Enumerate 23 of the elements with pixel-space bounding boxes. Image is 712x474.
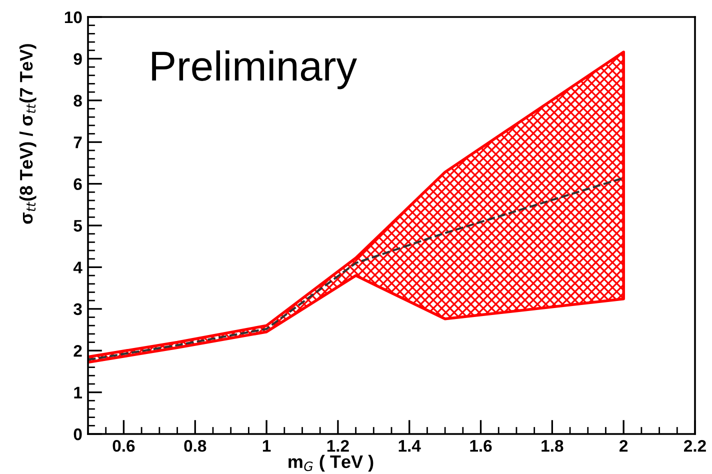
x-tick-label: 2 bbox=[620, 440, 628, 452]
y-tick-label: 8 bbox=[74, 94, 82, 107]
y-tick-label: 6 bbox=[74, 178, 82, 190]
y-axis-title: σ$_{tt}$(8 TeV) / σ$_{tt}$(7 TeV) bbox=[19, 44, 36, 224]
y-tick-label: 4 bbox=[73, 262, 82, 274]
x-tick-label: 1.8 bbox=[542, 440, 564, 452]
x-tick-label: 0.6 bbox=[112, 440, 135, 452]
x-tick-label: 0.8 bbox=[184, 440, 206, 452]
y-tick-label: 2 bbox=[74, 345, 82, 357]
x-tick-label: 1.4 bbox=[398, 440, 421, 452]
annotation: Preliminary bbox=[152, 50, 357, 90]
y-tick-label: 5 bbox=[74, 220, 82, 232]
y-tick-label: 0 bbox=[74, 428, 82, 440]
x-tick-label: 1.6 bbox=[470, 440, 492, 452]
y-tick-label: 3 bbox=[74, 303, 82, 316]
x-axis-title: m$_{G}$ ( TeV ) bbox=[288, 454, 374, 472]
y-tick-label: 9 bbox=[74, 53, 82, 65]
y-tick-label: 1 bbox=[74, 386, 82, 398]
x-tick-label: 1 bbox=[262, 440, 271, 452]
x-tick-label: 1.2 bbox=[327, 440, 349, 452]
y-tick-label: 7 bbox=[74, 136, 82, 148]
y-tick-label: 10 bbox=[64, 11, 82, 24]
x-tick-label: 2.2 bbox=[684, 440, 706, 452]
